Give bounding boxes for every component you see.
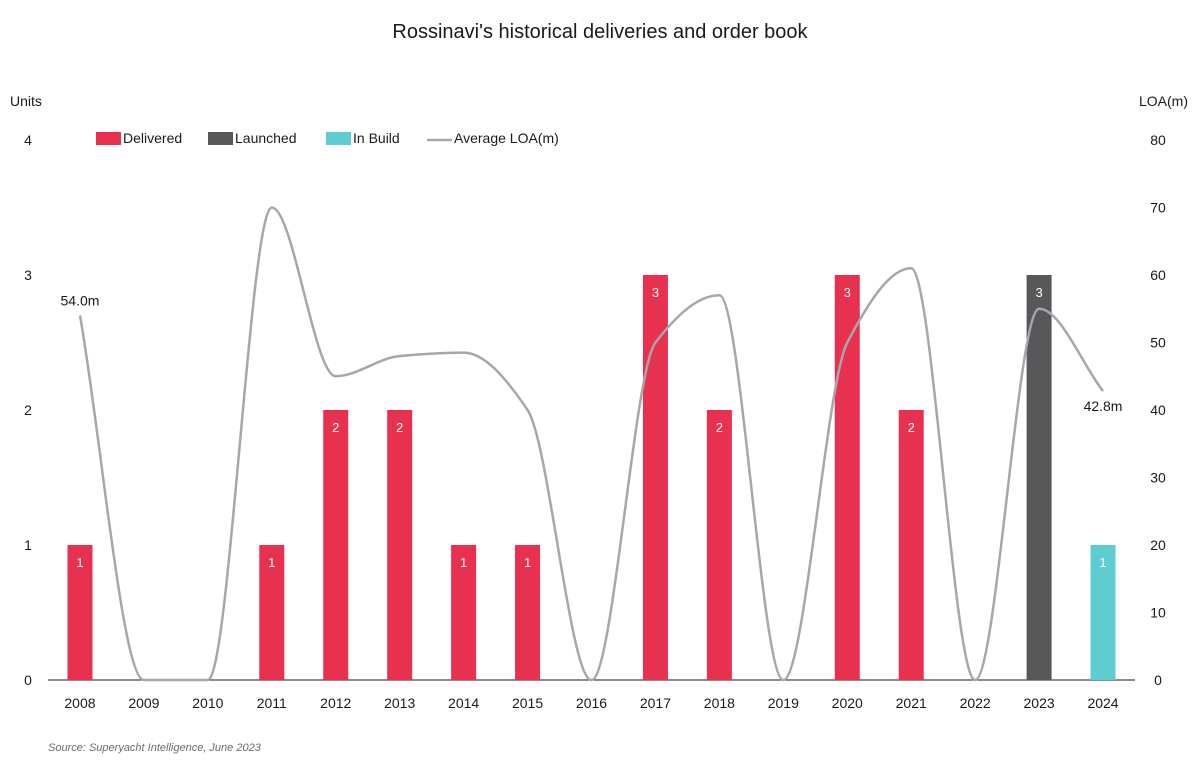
y-right-tick-label: 50 [1150, 335, 1166, 351]
line-first-value-label: 54.0m [61, 293, 100, 309]
y-right-tick-label: 70 [1150, 200, 1166, 216]
y-left-ticks: 0 1 2 3 4 [24, 132, 32, 688]
legend-label-launched: Launched [235, 130, 297, 146]
bar-delivered [706, 410, 732, 680]
x-tick-label: 2024 [1087, 695, 1118, 711]
x-tick-label: 2012 [320, 695, 351, 711]
y-right-tick-label: 0 [1154, 672, 1162, 688]
x-tick-label: 2019 [768, 695, 799, 711]
y-left-axis-label: Units [10, 93, 42, 109]
bars [67, 275, 1116, 680]
y-right-tick-label: 10 [1150, 605, 1166, 621]
bar-launched [1026, 275, 1052, 680]
legend-swatch-in-build [326, 132, 351, 145]
bar-delivered [323, 410, 349, 680]
x-tick-label: 2020 [832, 695, 863, 711]
bar-value-label: 1 [460, 555, 467, 570]
y-right-tick-label: 40 [1150, 402, 1166, 418]
bar-value-label: 2 [908, 420, 915, 435]
x-tick-label: 2011 [257, 695, 287, 711]
y-left-tick-label: 1 [24, 537, 32, 553]
legend-label-in-build: In Build [353, 130, 400, 146]
bar-in-build [1090, 545, 1116, 680]
x-tick-label: 2010 [192, 695, 223, 711]
chart-title: Rossinavi's historical deliveries and or… [392, 21, 808, 43]
y-left-tick-label: 3 [24, 267, 32, 283]
legend: Delivered Launched In Build Average LOA(m) [96, 130, 559, 146]
x-ticks: 2008 2009 2010 2011 2012 2013 2014 2015 2016 2017… [64, 695, 1118, 711]
bar-delivered [515, 545, 541, 680]
y-left-tick-label: 0 [24, 672, 32, 688]
bar-labels: 1 1 2 2 1 1 3 2 3 2 3 1 [76, 285, 1106, 570]
bar-value-label: 2 [332, 420, 339, 435]
y-right-tick-label: 20 [1150, 537, 1166, 553]
bar-value-label: 2 [716, 420, 723, 435]
legend-swatch-launched [208, 132, 233, 145]
x-tick-label: 2023 [1024, 695, 1055, 711]
line-last-value-label: 42.8m [1084, 398, 1123, 414]
bar-value-label: 2 [396, 420, 403, 435]
bar-value-label: 1 [76, 555, 83, 570]
x-tick-label: 2013 [384, 695, 415, 711]
y-right-ticks: 0 10 20 30 40 50 60 70 80 [1150, 132, 1166, 688]
bar-delivered [642, 275, 668, 680]
legend-label-average-loa-m: Average LOA(m) [454, 130, 559, 146]
bar-value-label: 1 [268, 555, 275, 570]
legend-swatch-delivered [96, 132, 121, 145]
x-tick-label: 2014 [448, 695, 479, 711]
bar-delivered [259, 545, 285, 680]
bar-value-label: 1 [524, 555, 531, 570]
x-tick-label: 2021 [896, 695, 927, 711]
bar-delivered [834, 275, 860, 680]
x-tick-label: 2009 [128, 695, 159, 711]
y-right-axis-label: LOA(m) [1139, 93, 1188, 109]
x-tick-label: 2017 [640, 695, 671, 711]
y-right-tick-label: 80 [1150, 132, 1166, 148]
x-tick-label: 2016 [576, 695, 607, 711]
x-tick-label: 2008 [64, 695, 95, 711]
line-end-labels: 54.0m 42.8m [61, 293, 1123, 415]
legend-label-delivered: Delivered [123, 130, 182, 146]
y-left-tick-label: 2 [24, 402, 32, 418]
bar-value-label: 1 [1099, 555, 1106, 570]
bar-delivered [898, 410, 924, 680]
x-tick-label: 2022 [960, 695, 991, 711]
average-loa-line [78, 206, 1104, 682]
bar-delivered [451, 545, 477, 680]
x-tick-label: 2015 [512, 695, 543, 711]
bar-delivered [387, 410, 413, 680]
source-note: Source: Superyacht Intelligence, June 20… [48, 742, 262, 754]
bar-delivered [67, 545, 93, 680]
bar-value-label: 3 [1035, 285, 1042, 300]
y-right-tick-label: 30 [1150, 470, 1166, 486]
y-left-tick-label: 4 [24, 132, 32, 148]
x-tick-label: 2018 [704, 695, 735, 711]
y-right-tick-label: 60 [1150, 267, 1166, 283]
bar-value-label: 3 [844, 285, 851, 300]
bar-value-label: 3 [652, 285, 659, 300]
